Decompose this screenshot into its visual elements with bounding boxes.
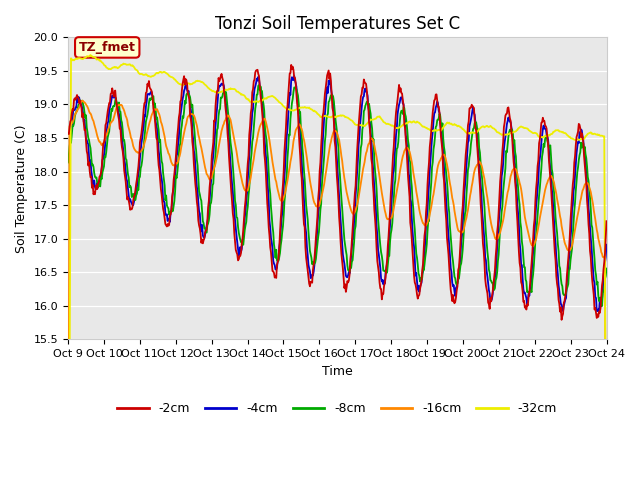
Title: Tonzi Soil Temperatures Set C: Tonzi Soil Temperatures Set C	[214, 15, 460, 33]
X-axis label: Time: Time	[322, 365, 353, 378]
Legend: -2cm, -4cm, -8cm, -16cm, -32cm: -2cm, -4cm, -8cm, -16cm, -32cm	[113, 397, 562, 420]
Text: TZ_fmet: TZ_fmet	[79, 41, 136, 54]
Y-axis label: Soil Temperature (C): Soil Temperature (C)	[15, 124, 28, 252]
